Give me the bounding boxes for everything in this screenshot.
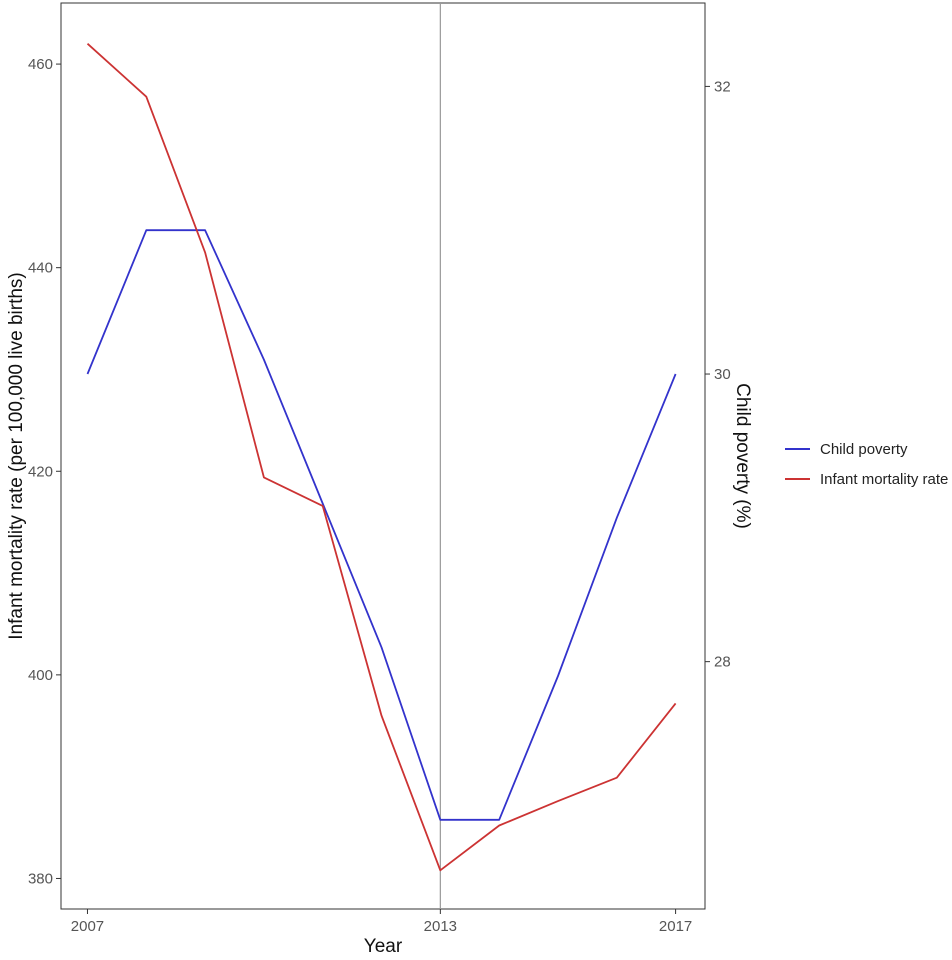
plot-panel [60,2,706,910]
x-tick-label-2017: 2017 [659,918,692,935]
left-y-axis-title: Infant mortality rate (per 100,000 live … [6,272,27,640]
left-tick-label-420: 420 [28,463,53,480]
right-tick-label-28: 28 [714,654,731,671]
right-y-axis-title: Child poverty (%) [732,383,753,529]
series-layer [86,43,677,872]
left-tick-label-400: 400 [28,667,53,684]
right-tick-label-30: 30 [714,366,731,383]
right-tick-label-32: 32 [714,78,731,95]
series-line-child-poverty [86,229,677,821]
series-line-infant-mortality-rate [86,43,677,872]
x-tick-label-2007: 2007 [71,918,104,935]
x-axis-title: Year [364,936,403,957]
x-tick-label-2013: 2013 [424,918,457,935]
legend: Child poverty Infant mortality rate [785,441,948,488]
left-tick-label-440: 440 [28,260,53,277]
x-axis: 2007 2013 2017 [71,909,692,935]
left-tick-label-380: 380 [28,870,53,887]
right-y-axis: 28 30 32 [705,78,731,671]
left-y-axis: 380 400 420 440 460 [28,56,61,887]
legend-label-child-poverty: Child poverty [820,441,908,458]
left-tick-label-460: 460 [28,56,53,73]
legend-label-infant-mortality-rate: Infant mortality rate [820,471,948,488]
